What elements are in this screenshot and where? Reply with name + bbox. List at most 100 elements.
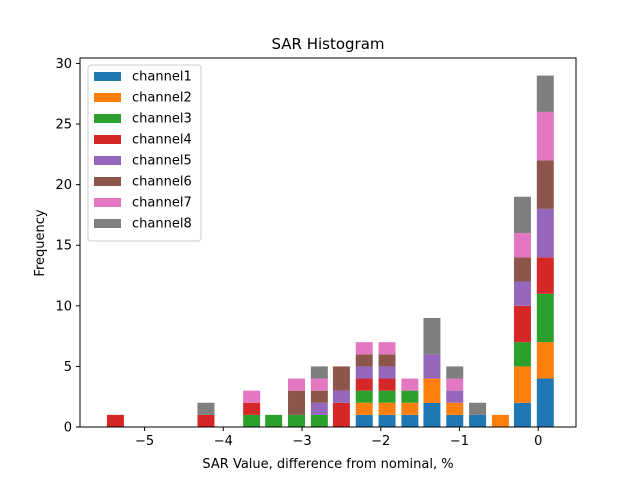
legend-label-channel7: channel7 xyxy=(132,196,192,211)
bar-channel5-bin-14 xyxy=(423,354,441,379)
legend-swatch-channel3 xyxy=(94,114,121,123)
bar-channel3-bin-19 xyxy=(536,293,554,343)
y-tick-label: 25 xyxy=(55,118,72,133)
legend-swatch-channel4 xyxy=(94,135,121,144)
bar-channel5-bin-11 xyxy=(355,366,373,379)
bar-channel5-bin-9 xyxy=(310,402,328,415)
legend-label-channel1: channel1 xyxy=(132,70,192,85)
bar-channel4-bin-6 xyxy=(243,402,261,415)
legend-label-channel5: channel5 xyxy=(132,154,192,169)
bar-channel5-bin-19 xyxy=(536,208,554,258)
bars-layer xyxy=(106,75,554,427)
bar-channel6-bin-11 xyxy=(355,354,373,367)
bar-channel6-bin-8 xyxy=(288,390,305,415)
bar-channel1-bin-19 xyxy=(536,378,554,427)
bar-channel7-bin-8 xyxy=(288,378,305,391)
bar-channel8-bin-19 xyxy=(536,75,554,112)
bar-channel2-bin-11 xyxy=(355,402,373,415)
y-tick-label: 10 xyxy=(55,299,72,314)
bar-channel6-bin-18 xyxy=(513,257,531,282)
bar-channel1-bin-16 xyxy=(469,414,487,427)
y-tick-label: 30 xyxy=(55,57,72,72)
legend-label-channel2: channel2 xyxy=(132,91,192,106)
bar-channel4-bin-19 xyxy=(536,257,554,294)
legend-swatch-channel7 xyxy=(94,198,121,207)
bar-channel2-bin-17 xyxy=(491,414,509,427)
legend-swatch-channel8 xyxy=(94,219,121,228)
legend: channel1 channel2 channel3 channel4 channel5… xyxy=(87,64,202,242)
bar-channel7-bin-9 xyxy=(310,378,328,391)
bar-channel4-bin-0 xyxy=(106,414,124,427)
x-tick-label: −1 xyxy=(450,434,469,449)
bar-channel1-bin-13 xyxy=(401,414,419,427)
x-tick-label: −2 xyxy=(371,434,390,449)
bar-channel6-bin-19 xyxy=(536,160,554,209)
bar-channel7-bin-19 xyxy=(536,111,554,161)
bar-channel7-bin-6 xyxy=(243,390,261,403)
bar-channel7-bin-11 xyxy=(355,342,373,355)
bar-channel8-bin-4 xyxy=(197,402,215,415)
y-tick-label: 0 xyxy=(64,421,72,436)
y-axis: 0 5 10 15 20 25 30 xyxy=(55,57,80,436)
legend-swatch-channel1 xyxy=(94,72,121,81)
bar-channel6-bin-10 xyxy=(332,366,350,391)
y-tick-label: 15 xyxy=(55,239,72,254)
bar-channel3-bin-11 xyxy=(355,390,373,403)
bar-channel1-bin-18 xyxy=(513,402,531,427)
legend-swatch-channel6 xyxy=(94,177,121,186)
bar-channel2-bin-12 xyxy=(378,402,396,415)
bar-channel6-bin-9 xyxy=(310,390,328,403)
y-axis-label: Frequency xyxy=(33,209,48,276)
bar-channel4-bin-11 xyxy=(355,378,373,391)
bar-channel2-bin-14 xyxy=(423,378,441,403)
bar-channel4-bin-10 xyxy=(332,402,350,427)
bar-channel2-bin-15 xyxy=(446,402,464,415)
bar-channel3-bin-6 xyxy=(243,414,261,427)
bar-channel1-bin-15 xyxy=(446,414,464,427)
axes-frame xyxy=(79,57,577,428)
bar-channel8-bin-14 xyxy=(423,317,441,355)
y-tick-label: 5 xyxy=(64,360,72,375)
bar-channel2-bin-18 xyxy=(513,366,531,403)
x-tick-label: 0 xyxy=(534,434,542,449)
bar-channel4-bin-4 xyxy=(197,414,215,427)
bar-channel2-bin-19 xyxy=(536,342,554,379)
x-axis: −5 −4 −3 −2 −1 0 xyxy=(135,427,542,449)
x-axis-label: SAR Value, difference from nominal, % xyxy=(202,457,453,472)
bar-channel3-bin-13 xyxy=(401,390,419,403)
legend-label-channel6: channel6 xyxy=(132,175,192,190)
bar-channel8-bin-15 xyxy=(446,366,464,379)
legend-swatch-channel5 xyxy=(94,156,121,165)
bar-channel4-bin-12 xyxy=(378,378,396,391)
legend-swatch-channel2 xyxy=(94,93,121,102)
x-tick-label: −5 xyxy=(135,434,154,449)
bar-channel6-bin-12 xyxy=(378,354,396,367)
bar-channel5-bin-15 xyxy=(446,390,464,403)
bar-channel4-bin-18 xyxy=(513,305,531,343)
x-tick-label: −3 xyxy=(292,434,311,449)
bar-channel5-bin-12 xyxy=(378,366,396,379)
y-tick-label: 20 xyxy=(55,178,72,193)
bar-channel3-bin-18 xyxy=(513,342,531,367)
bar-channel3-bin-7 xyxy=(265,414,283,427)
bar-channel1-bin-14 xyxy=(423,402,441,427)
bar-channel3-bin-12 xyxy=(378,390,396,403)
bar-channel7-bin-18 xyxy=(513,233,531,258)
bar-channel8-bin-18 xyxy=(513,196,531,234)
bar-channel1-bin-12 xyxy=(378,414,396,427)
bar-channel7-bin-13 xyxy=(401,378,419,391)
bar-channel1-bin-11 xyxy=(355,414,373,427)
x-tick-label: −4 xyxy=(214,434,233,449)
bar-channel7-bin-12 xyxy=(378,342,396,355)
legend-label-channel8: channel8 xyxy=(132,217,192,232)
bar-channel7-bin-15 xyxy=(446,378,464,391)
legend-label-channel4: channel4 xyxy=(132,133,192,148)
bar-channel8-bin-9 xyxy=(310,366,328,379)
legend-box xyxy=(87,64,202,242)
bar-channel8-bin-16 xyxy=(469,402,487,415)
legend-label-channel3: channel3 xyxy=(132,112,192,127)
bar-channel3-bin-9 xyxy=(310,414,328,427)
bar-channel3-bin-8 xyxy=(288,414,305,427)
bar-channel5-bin-18 xyxy=(513,281,531,306)
